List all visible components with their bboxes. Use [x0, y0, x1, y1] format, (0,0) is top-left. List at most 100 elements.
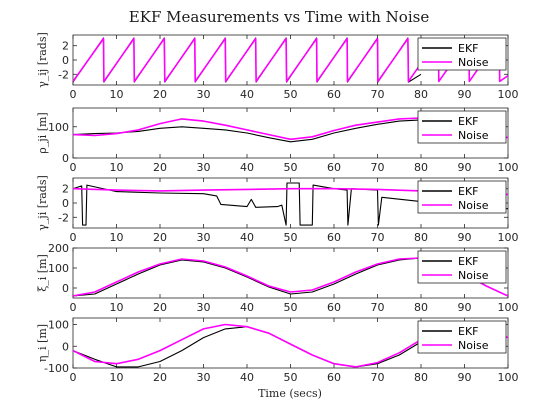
x-tick-label: 10	[110, 161, 124, 174]
legend-label: Noise	[458, 199, 489, 212]
legend-box	[417, 110, 507, 144]
x-tick-label: 0	[70, 88, 77, 101]
y-axis-label: γ_ji [rads]	[36, 175, 49, 231]
legend-label: Noise	[458, 339, 489, 352]
x-tick-label: 20	[153, 231, 167, 244]
y-tick-label: 0	[62, 152, 69, 165]
legend-label: EKF	[458, 325, 479, 338]
y-tick-label: 0	[62, 282, 69, 295]
x-tick-label: 50	[284, 371, 298, 384]
x-tick-label: 0	[70, 161, 77, 174]
x-tick-label: 20	[153, 371, 167, 384]
y-tick-label: 2	[62, 183, 69, 196]
x-tick-label: 60	[327, 161, 341, 174]
y-tick-label: 0	[62, 197, 69, 210]
y-tick-label: 100	[48, 121, 69, 134]
x-tick-label: 60	[327, 231, 341, 244]
y-axis-label: η_i [m]	[36, 324, 49, 362]
x-tick-label: 60	[327, 301, 341, 314]
x-tick-label: 0	[70, 231, 77, 244]
legend-label: Noise	[458, 269, 489, 282]
x-tick-label: 100	[498, 88, 519, 101]
y-tick-label: 200	[48, 242, 69, 255]
y-tick-label: -100	[44, 362, 69, 375]
x-tick-label: 30	[197, 231, 211, 244]
legend-label: Noise	[458, 56, 489, 69]
x-tick-label: 100	[498, 301, 519, 314]
x-tick-label: 20	[153, 301, 167, 314]
x-axis-label: Time (secs)	[258, 387, 322, 400]
x-tick-label: 50	[284, 88, 298, 101]
y-axis-label: γ_ij [rads]	[36, 32, 49, 88]
y-tick-label: 100	[48, 262, 69, 275]
x-tick-label: 0	[70, 301, 77, 314]
x-tick-label: 10	[110, 231, 124, 244]
x-tick-label: 100	[498, 231, 519, 244]
x-tick-label: 70	[371, 231, 385, 244]
legend-label: Noise	[458, 129, 489, 142]
x-tick-label: 70	[371, 161, 385, 174]
x-tick-label: 20	[153, 161, 167, 174]
series-line-ekf	[73, 257, 422, 297]
y-tick-label: 0	[62, 340, 69, 353]
legend-label: EKF	[458, 255, 479, 268]
legend-box	[417, 37, 507, 71]
x-tick-label: 80	[414, 231, 428, 244]
x-tick-label: 90	[458, 371, 472, 384]
x-tick-label: 80	[414, 161, 428, 174]
x-tick-label: 40	[240, 231, 254, 244]
legend-label: EKF	[458, 185, 479, 198]
x-tick-label: 90	[458, 231, 472, 244]
y-tick-label: -2	[58, 68, 69, 81]
x-tick-label: 0	[70, 371, 77, 384]
x-tick-label: 100	[498, 161, 519, 174]
y-tick-label: 2	[62, 40, 69, 53]
x-tick-label: 30	[197, 371, 211, 384]
x-tick-label: 30	[197, 301, 211, 314]
x-tick-label: 50	[284, 301, 298, 314]
y-axis-label: ρ_ji [m]	[36, 112, 49, 153]
x-tick-label: 30	[197, 88, 211, 101]
x-tick-label: 40	[240, 161, 254, 174]
legend-label: EKF	[458, 115, 479, 128]
y-tick-label: 100	[48, 319, 69, 332]
x-tick-label: 30	[197, 161, 211, 174]
x-tick-label: 50	[284, 231, 298, 244]
legend-label: EKF	[458, 42, 479, 55]
x-tick-label: 90	[458, 88, 472, 101]
x-tick-label: 70	[371, 88, 385, 101]
x-tick-label: 80	[414, 88, 428, 101]
x-tick-label: 80	[414, 371, 428, 384]
y-tick-label: 0	[62, 54, 69, 67]
y-axis-label: ξ_i [m]	[36, 254, 49, 292]
series-line-noise	[73, 37, 508, 83]
x-tick-label: 10	[110, 371, 124, 384]
x-tick-label: 70	[371, 371, 385, 384]
x-tick-label: 40	[240, 371, 254, 384]
x-tick-label: 100	[498, 371, 519, 384]
legend-box	[417, 250, 507, 284]
x-tick-label: 80	[414, 301, 428, 314]
legend-box	[417, 180, 507, 214]
x-tick-label: 40	[240, 88, 254, 101]
x-tick-label: 10	[110, 88, 124, 101]
x-tick-label: 70	[371, 301, 385, 314]
x-tick-label: 50	[284, 161, 298, 174]
figure-title: EKF Measurements vs Time with Noise	[129, 8, 430, 26]
x-tick-label: 90	[458, 301, 472, 314]
x-tick-label: 90	[458, 161, 472, 174]
y-tick-label: -2	[58, 211, 69, 224]
x-tick-label: 40	[240, 301, 254, 314]
x-tick-label: 10	[110, 301, 124, 314]
